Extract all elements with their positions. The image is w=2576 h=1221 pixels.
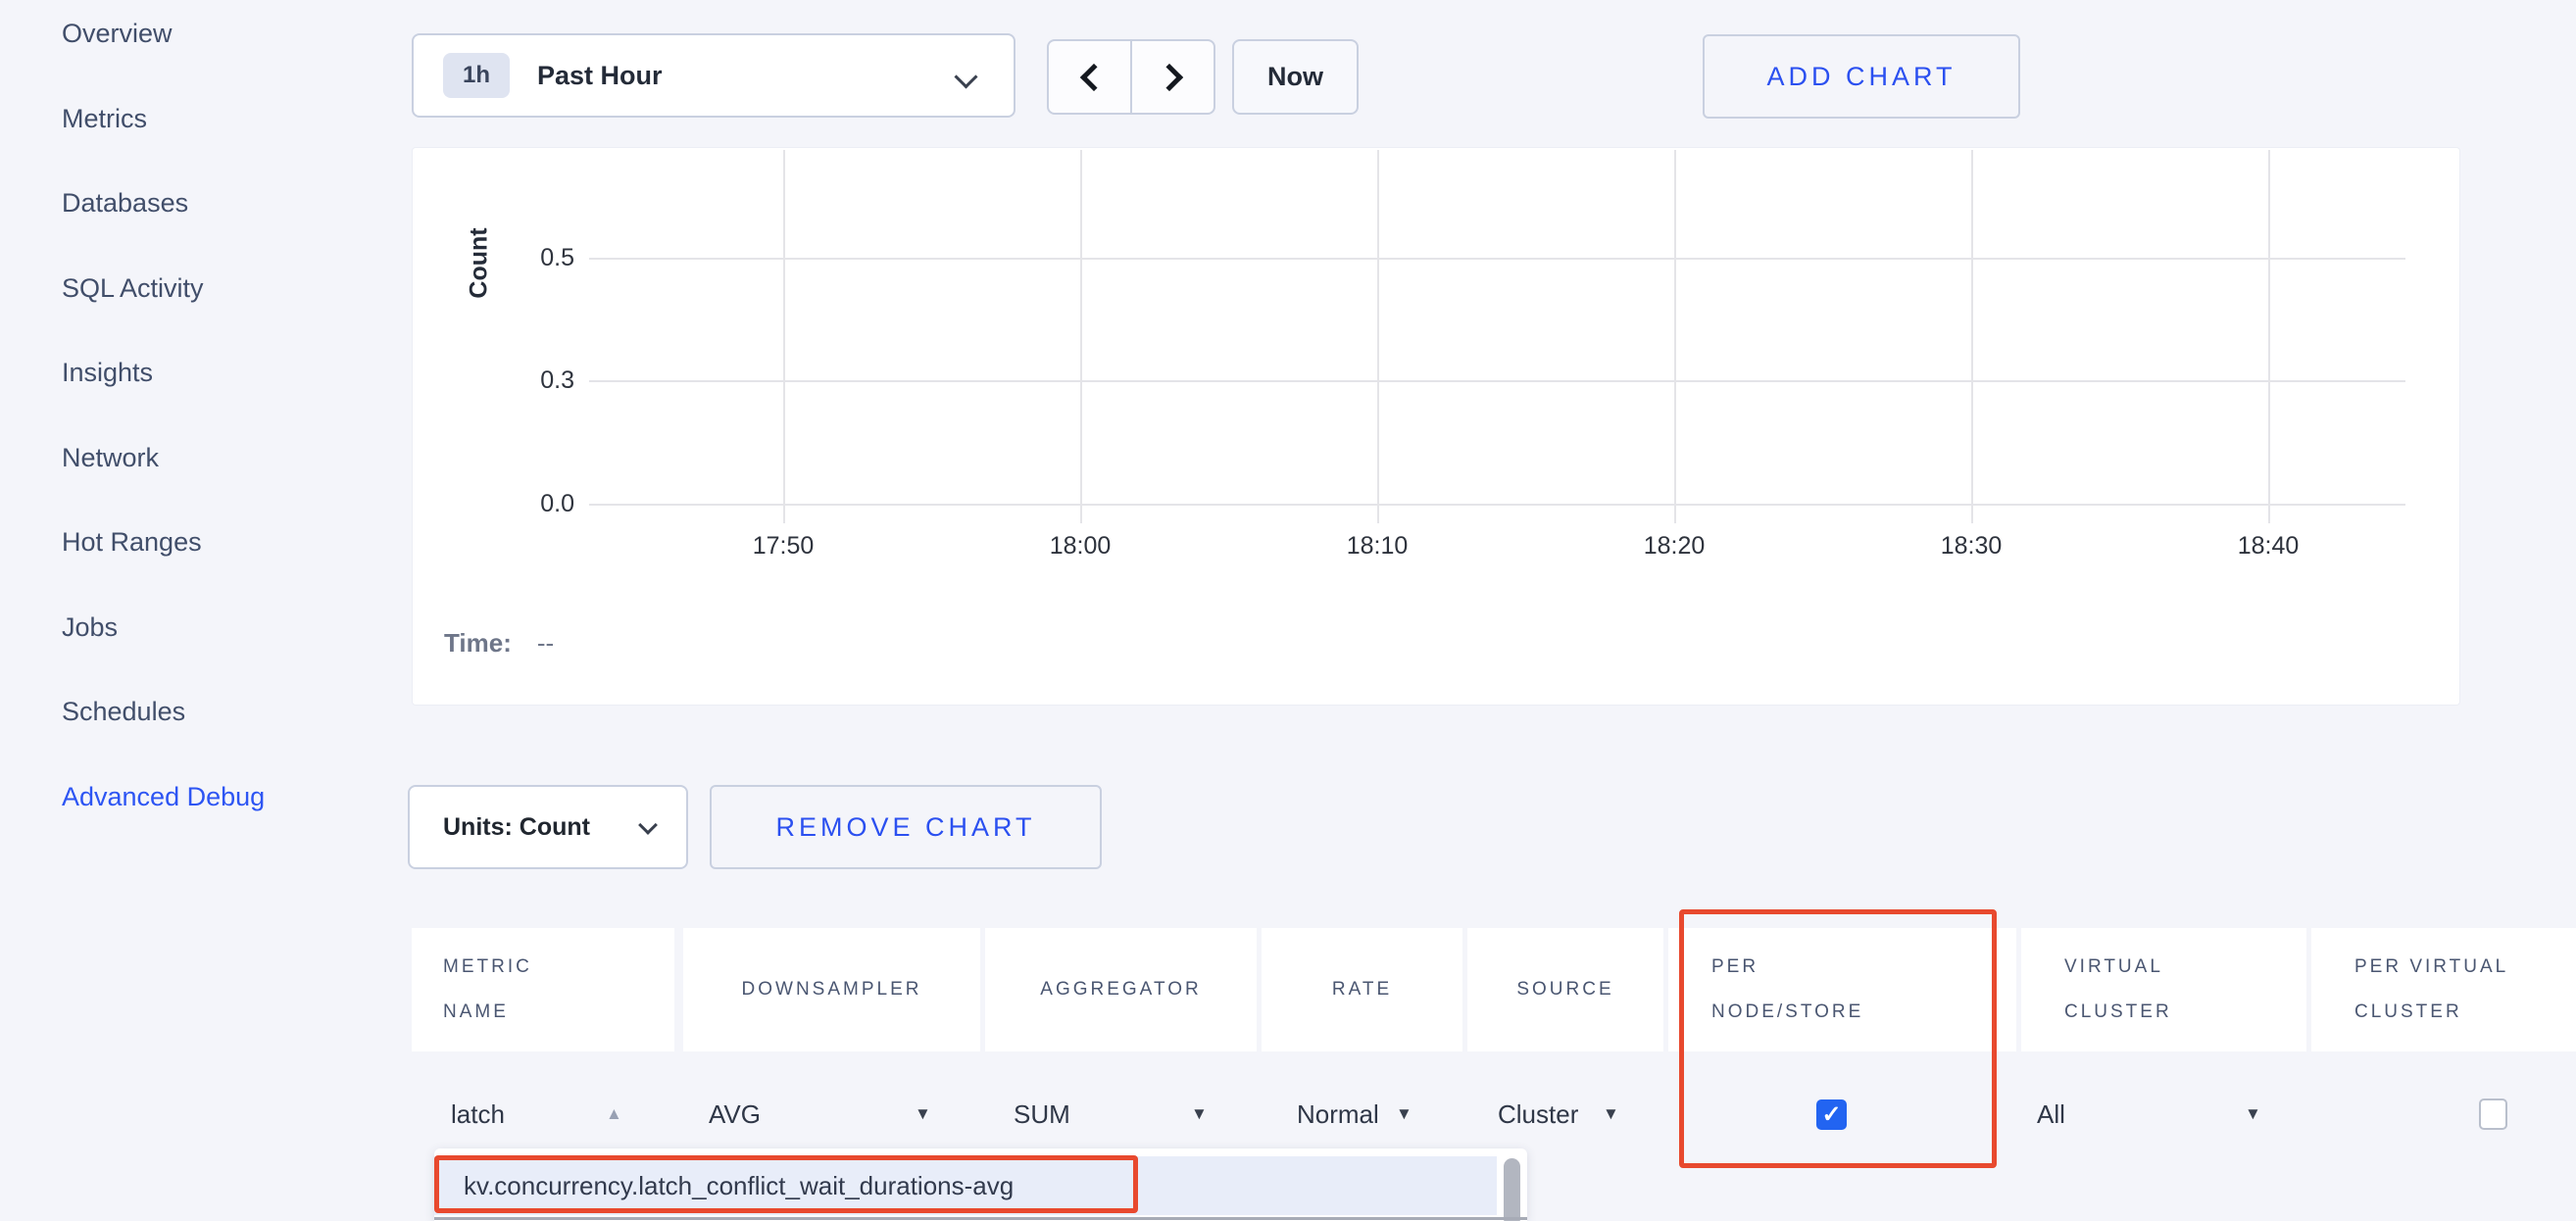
sidebar-item-databases[interactable]: Databases (62, 188, 189, 218)
sidebar-item-insights[interactable]: Insights (62, 358, 154, 387)
aggregator-select[interactable]: SUM (1014, 1099, 1070, 1129)
time-window-arrows (1047, 39, 1215, 115)
v-gridline (1377, 150, 1379, 523)
prev-time-window-button[interactable] (1047, 39, 1131, 115)
column-header-metric-name: METRIC NAME (412, 928, 674, 1051)
sidebar-item-schedules[interactable]: Schedules (62, 697, 186, 726)
column-header-line: METRIC (443, 956, 532, 977)
column-header-line: PER (1711, 956, 1759, 977)
column-header-line: NODE/STORE (1711, 1001, 1864, 1022)
metric-suggestion-item[interactable]: kv.concurrency.latch_conflict_wait_durat… (434, 1156, 1497, 1215)
x-axis-tick: 18:40 (2237, 532, 2300, 560)
column-header-line: AGGREGATOR (1040, 979, 1202, 1000)
time-range-select[interactable]: 1h Past Hour (412, 33, 1016, 118)
units-select[interactable]: Units: Count (408, 785, 688, 869)
column-header-line: SOURCE (1516, 979, 1614, 1000)
metric-suggestions-dropdown: kv.concurrency.latch_conflict_wait_durat… (434, 1148, 1527, 1221)
next-time-window-button[interactable] (1131, 39, 1215, 115)
per-node-store-checkbox[interactable]: ✓ (1816, 1099, 1847, 1130)
y-axis-tick: 0.3 (540, 366, 574, 394)
caret-up-icon[interactable]: ▲ (606, 1104, 622, 1123)
sidebar-item-hot-ranges[interactable]: Hot Ranges (62, 527, 202, 557)
column-header-line: RATE (1331, 979, 1393, 1000)
sidebar-item-advanced-debug[interactable]: Advanced Debug (62, 782, 266, 811)
caret-down-icon[interactable]: ▼ (1396, 1104, 1412, 1123)
chevron-down-icon (638, 815, 658, 835)
v-gridline (2268, 150, 2270, 523)
sidebar-item-overview[interactable]: Overview (62, 19, 173, 48)
metric-name-input[interactable]: latch (451, 1099, 505, 1129)
sidebar-item-sql-activity[interactable]: SQL Activity (62, 273, 204, 303)
sidebar-item-network[interactable]: Network (62, 443, 160, 472)
column-header-source: SOURCE (1467, 928, 1663, 1051)
chevron-left-icon (1079, 63, 1108, 91)
source-select[interactable]: Cluster (1498, 1099, 1579, 1129)
dropdown-scrollbar[interactable] (1504, 1158, 1520, 1221)
column-header-downsampler: DOWNSAMPLER (683, 928, 980, 1051)
h-gridline (589, 504, 2405, 506)
now-button[interactable]: Now (1232, 39, 1359, 115)
x-axis-tick: 18:20 (1643, 532, 1706, 560)
caret-down-icon[interactable]: ▼ (2245, 1104, 2261, 1123)
v-gridline (783, 150, 785, 523)
chevron-down-icon (954, 65, 978, 89)
time-label: Time: (444, 628, 512, 658)
column-header-line: VIRTUAL (2064, 956, 2163, 977)
v-gridline (1674, 150, 1676, 523)
units-select-value: Units: Count (443, 812, 590, 841)
v-gridline (1971, 150, 1973, 523)
column-header-virtual-cluster: VIRTUAL CLUSTER (2021, 928, 2306, 1051)
per-virtual-cluster-checkbox[interactable] (2479, 1099, 2507, 1130)
add-chart-button[interactable]: ADD CHART (1703, 34, 2020, 119)
custom-chart-card: Count 0.5 0.3 0.0 17:50 18:00 18:10 18:20 18:30… (412, 147, 2460, 706)
hover-time-readout: Time: -- (444, 628, 554, 659)
chevron-right-icon (1155, 63, 1183, 91)
v-gridline (1080, 150, 1082, 523)
h-gridline (589, 258, 2405, 260)
column-header-line: DOWNSAMPLER (741, 979, 922, 1000)
column-header-per-virtual-cluster: PER VIRTUAL CLUSTER (2311, 928, 2576, 1051)
rate-select[interactable]: Normal (1297, 1099, 1379, 1129)
x-axis-tick: 18:00 (1049, 532, 1112, 560)
caret-down-icon[interactable]: ▼ (1603, 1104, 1619, 1123)
x-axis-tick: 18:30 (1940, 532, 2003, 560)
remove-chart-button[interactable]: REMOVE CHART (710, 785, 1102, 869)
column-header-line: CLUSTER (2064, 1001, 2172, 1022)
downsampler-select[interactable]: AVG (709, 1099, 761, 1129)
sidebar-item-jobs[interactable]: Jobs (62, 612, 119, 642)
time-range-badge: 1h (443, 53, 511, 98)
caret-down-icon[interactable]: ▼ (1191, 1104, 1208, 1123)
column-header-line: PER VIRTUAL (2354, 956, 2509, 977)
metric-suggestion-label: kv.concurrency.latch_conflict_wait_durat… (464, 1170, 1015, 1200)
checkmark-icon: ✓ (1821, 1101, 1842, 1128)
time-range-label: Past Hour (537, 60, 663, 90)
x-axis-tick: 17:50 (752, 532, 815, 560)
y-axis-tick: 0.0 (540, 490, 574, 517)
y-axis-label: Count (465, 227, 493, 299)
column-header-aggregator: AGGREGATOR (985, 928, 1257, 1051)
h-gridline (589, 380, 2405, 382)
column-header-line: CLUSTER (2354, 1001, 2462, 1022)
caret-down-icon[interactable]: ▼ (915, 1104, 931, 1123)
column-header-line: NAME (443, 1001, 509, 1022)
y-axis-tick: 0.5 (540, 244, 574, 271)
column-header-rate: RATE (1262, 928, 1462, 1051)
dropdown-divider (434, 1217, 1527, 1220)
virtual-cluster-select[interactable]: All (2037, 1099, 2065, 1129)
time-value: -- (536, 628, 555, 658)
sidebar-item-metrics[interactable]: Metrics (62, 104, 147, 133)
column-header-per-node-store: PER NODE/STORE (1668, 928, 2016, 1051)
x-axis-tick: 18:10 (1346, 532, 1409, 560)
